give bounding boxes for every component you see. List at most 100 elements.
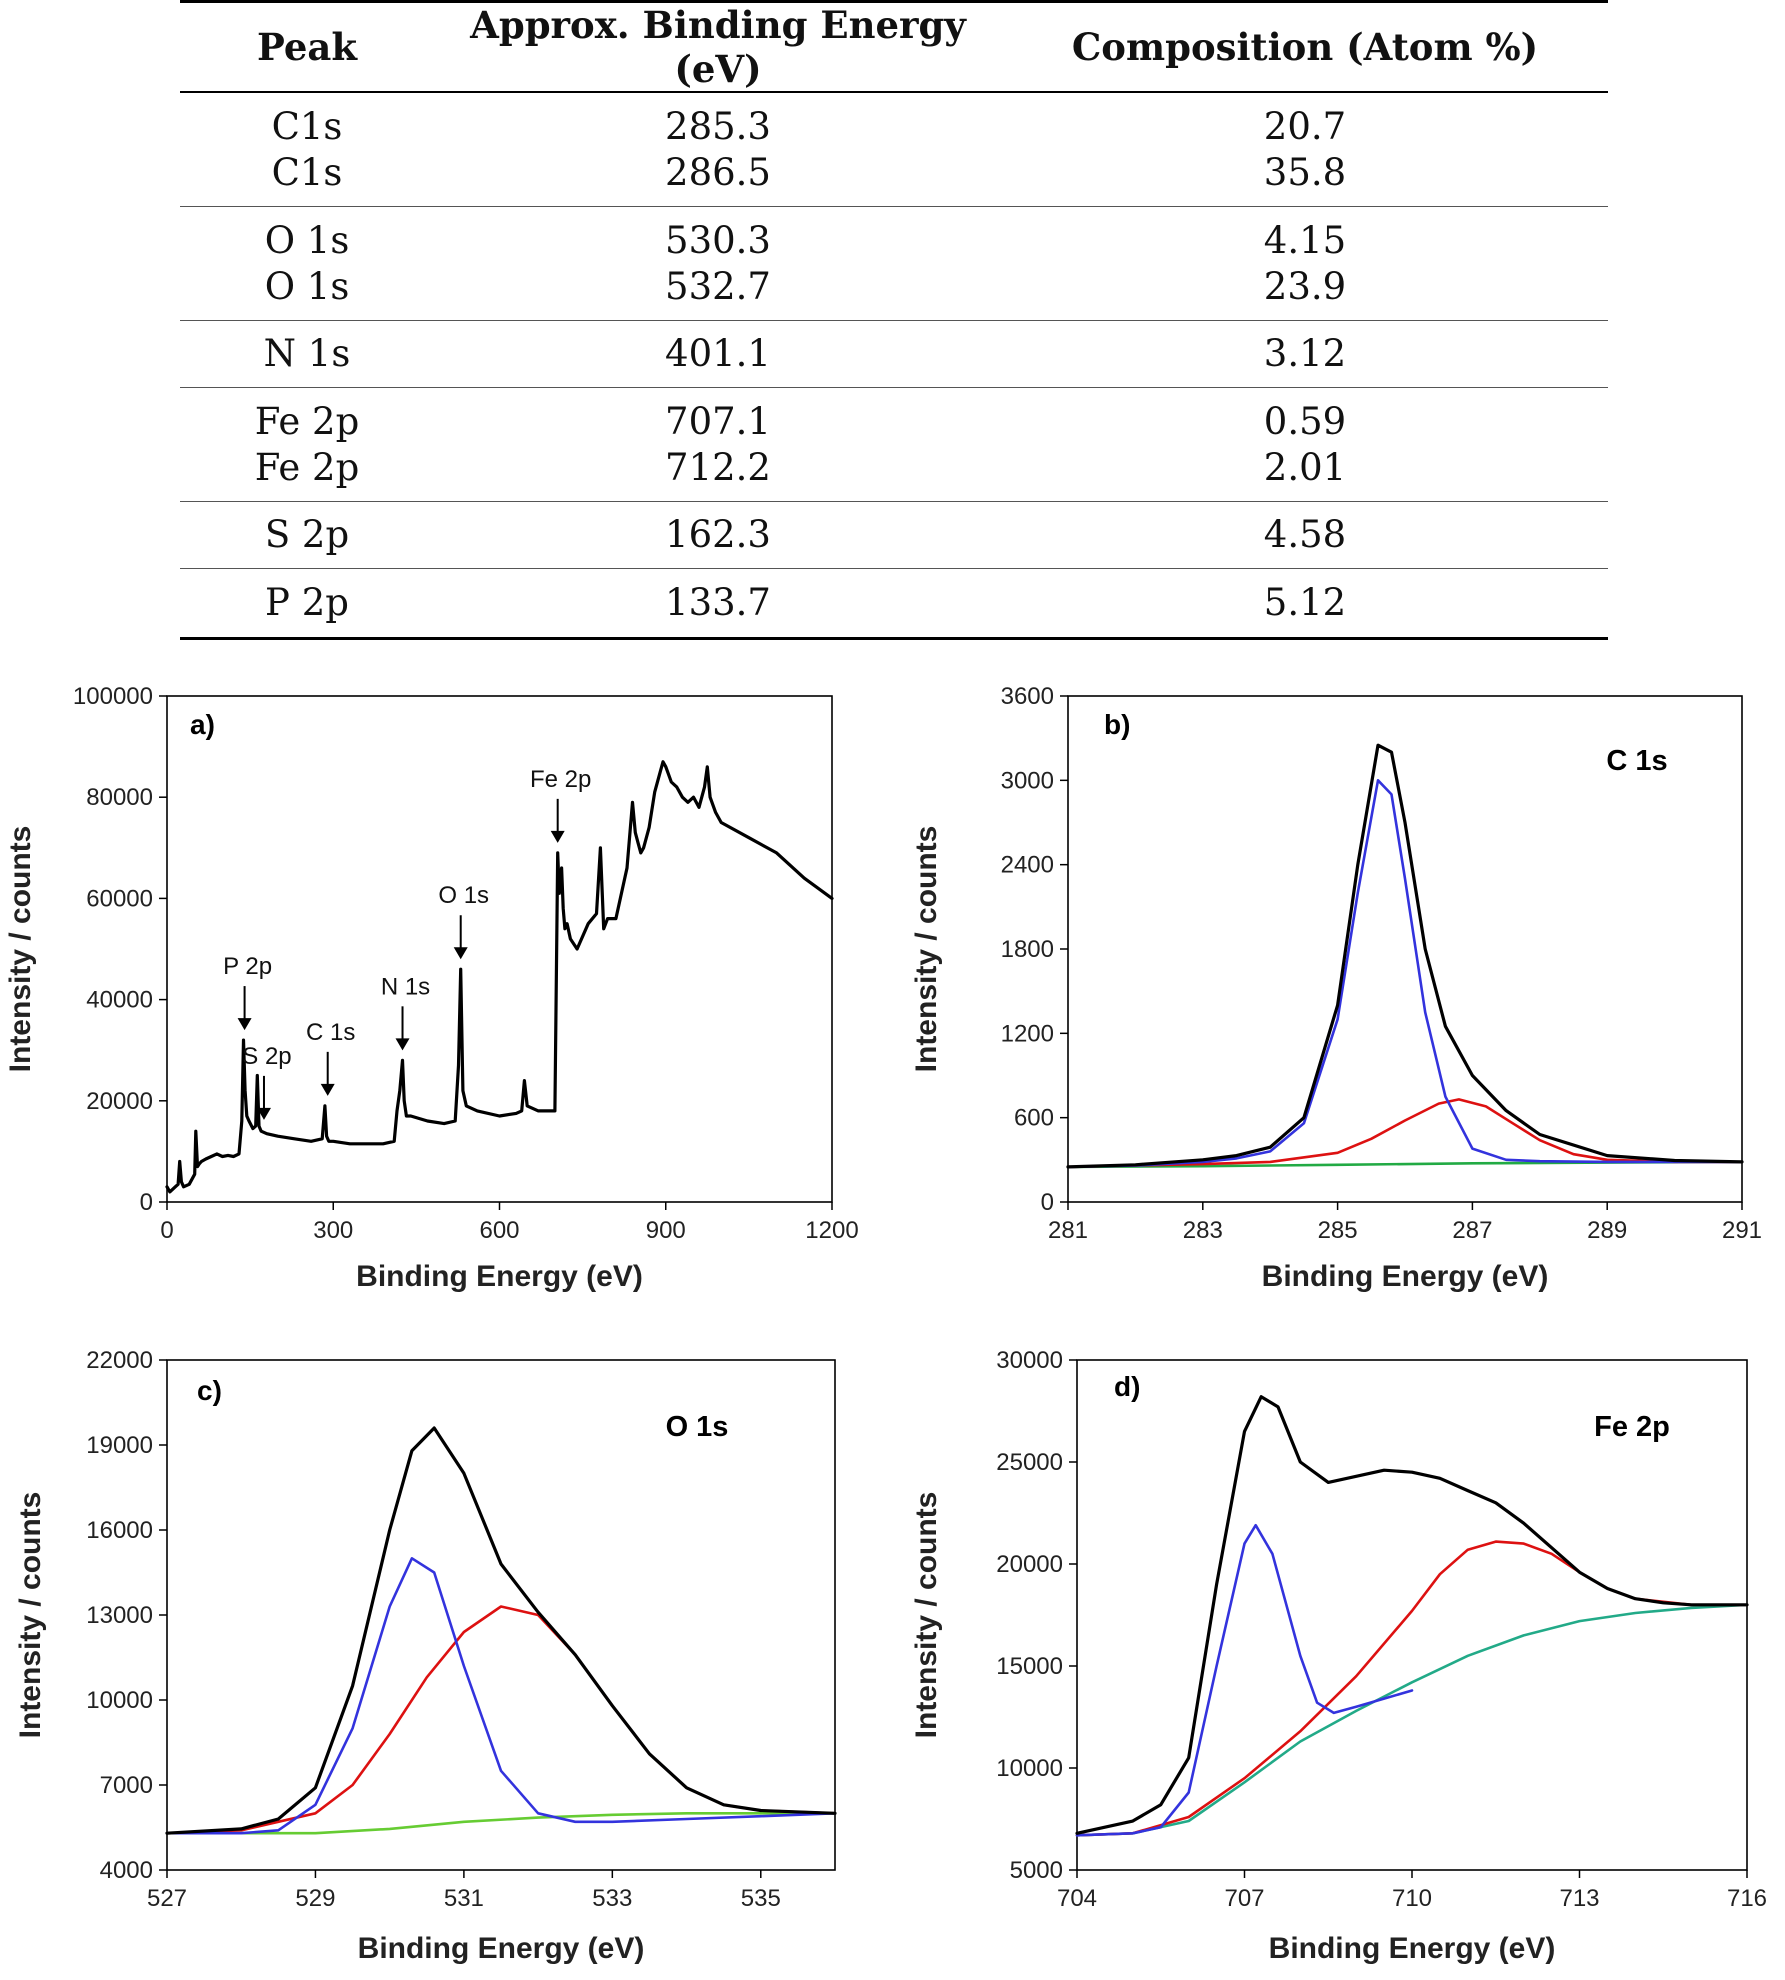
peak-name: Fe 2p — [254, 399, 360, 443]
o1s-spectrum-chart: 4000 7000 10000 13000 16000 19000 22000 527 529 5… — [14, 1347, 837, 1965]
table-row-group: C1s C1s 285.3 286.5 20.7 35.8 — [180, 92, 1608, 207]
y-tick-label: 13000 — [86, 1602, 153, 1629]
y-tick-label: 5000 — [1010, 1857, 1063, 1884]
plot-frame — [166, 1359, 836, 1871]
element-label: O 1s — [666, 1411, 729, 1443]
panel-label: a) — [190, 709, 215, 740]
x-tick-label: 1200 — [805, 1217, 858, 1244]
table-row-group: N 1s 401.1 3.12 — [180, 320, 1608, 388]
y-tick-label: 0 — [140, 1189, 153, 1216]
peak-annotation-label: S 2p — [242, 1043, 291, 1070]
x-tick-label: 291 — [1722, 1217, 1762, 1244]
element-label: C 1s — [1606, 745, 1667, 777]
series-line-envelope — [1066, 743, 1744, 1169]
binding-energy-value: 285.3 — [665, 104, 771, 148]
x-tick-label: 300 — [313, 1217, 353, 1244]
table-row-group: O 1s O 1s 530.3 532.7 4.15 23.9 — [180, 206, 1608, 321]
peak-name: Fe 2p — [254, 445, 360, 489]
x-axis-title: Binding Energy (eV) — [358, 1932, 645, 1965]
y-tick-label: 10000 — [996, 1755, 1063, 1782]
series-line-envelope — [1075, 1395, 1749, 1835]
y-axis-title: Intensity / counts — [910, 1492, 943, 1739]
y-tick-label: 1200 — [1001, 1020, 1054, 1047]
peak-arrow-head — [320, 1083, 335, 1096]
table-row-group: P 2p 133.7 5.12 — [180, 568, 1608, 640]
peak-annotation-label: C 1s — [306, 1019, 355, 1046]
peak-name: S 2p — [180, 501, 434, 569]
binding-energy-value: 133.7 — [434, 568, 1002, 640]
peak-arrow-head — [453, 947, 468, 960]
peak-arrow-head — [237, 1018, 252, 1031]
y-tick-label: 1800 — [1001, 936, 1054, 963]
y-tick-label: 100000 — [73, 683, 153, 710]
x-axis-title: Binding Energy (eV) — [1262, 1260, 1549, 1293]
composition-value: 5.12 — [1002, 568, 1608, 640]
survey-spectrum-chart: 0 20000 40000 60000 80000 100000 0 300 600 900 120… — [4, 683, 859, 1293]
y-tick-label: 40000 — [86, 987, 153, 1014]
y-tick-label: 0 — [1041, 1189, 1054, 1216]
peak-name: O 1s — [264, 264, 350, 308]
series-line-c1s-286-5-ev — [1066, 1098, 1744, 1169]
y-tick-label: 20000 — [86, 1088, 153, 1115]
binding-energy-value: 532.7 — [665, 264, 771, 308]
y-axis-title: Intensity / counts — [4, 826, 37, 1073]
x-tick-label: 713 — [1559, 1885, 1599, 1912]
peak-name: C1s — [271, 104, 343, 148]
composition-value: 0.59 — [1263, 399, 1347, 443]
y-tick-label: 15000 — [996, 1653, 1063, 1680]
composition-value: 20.7 — [1263, 104, 1347, 148]
y-tick-label: 10000 — [86, 1687, 153, 1714]
x-tick-label: 707 — [1224, 1885, 1264, 1912]
binding-energy-value: 162.3 — [434, 501, 1002, 569]
x-tick-label: 283 — [1183, 1217, 1223, 1244]
x-tick-label: 287 — [1452, 1217, 1492, 1244]
binding-energy-value: 707.1 — [665, 399, 771, 443]
table-cell: O 1s O 1s — [180, 206, 434, 321]
y-tick-label: 60000 — [86, 885, 153, 912]
series-line-background — [1075, 1603, 1749, 1837]
y-tick-label: 25000 — [996, 1449, 1063, 1476]
peak-name: P 2p — [180, 568, 434, 640]
peak-name: O 1s — [264, 218, 350, 262]
peak-arrow-head — [395, 1038, 410, 1051]
c1s-spectrum-chart: 0 600 1200 1800 2400 3000 3600 281 283 285 287 289 2… — [910, 683, 1762, 1293]
y-tick-label: 2400 — [1001, 852, 1054, 879]
x-tick-label: 533 — [592, 1885, 632, 1912]
composition-value: 4.58 — [1002, 501, 1608, 569]
peak-annotation-label: Fe 2p — [530, 766, 591, 793]
xps-peak-table: Peak Approx. Binding Energy (eV) Composi… — [180, 0, 1608, 640]
y-tick-label: 80000 — [86, 784, 153, 811]
x-axis-title: Binding Energy (eV) — [1269, 1932, 1556, 1965]
binding-energy-value: 401.1 — [434, 320, 1002, 388]
peak-annotation-label: O 1s — [438, 882, 489, 909]
x-tick-label: 600 — [479, 1217, 519, 1244]
y-tick-label: 30000 — [996, 1347, 1063, 1374]
x-axis-title: Binding Energy (eV) — [356, 1260, 643, 1293]
y-tick-label: 16000 — [86, 1517, 153, 1544]
y-tick-label: 22000 — [86, 1347, 153, 1374]
panel-label: b) — [1104, 709, 1130, 740]
table-cell: 4.15 23.9 — [1002, 206, 1608, 321]
x-tick-label: 289 — [1587, 1217, 1627, 1244]
table-cell: 285.3 286.5 — [434, 92, 1002, 207]
binding-energy-value: 286.5 — [665, 150, 771, 194]
panel-label: d) — [1114, 1371, 1140, 1402]
element-label: Fe 2p — [1594, 1411, 1670, 1443]
x-tick-label: 535 — [741, 1885, 781, 1912]
x-tick-label: 529 — [295, 1885, 335, 1912]
x-tick-label: 285 — [1318, 1217, 1358, 1244]
table-cell: 707.1 712.2 — [434, 387, 1002, 502]
series-line-fe2p-712-2-ev — [1075, 1540, 1749, 1837]
x-tick-label: 900 — [646, 1217, 686, 1244]
y-tick-label: 19000 — [86, 1432, 153, 1459]
y-tick-label: 7000 — [100, 1772, 153, 1799]
table-cell: Fe 2p Fe 2p — [180, 387, 434, 502]
composition-value: 4.15 — [1263, 218, 1347, 262]
x-tick-label: 531 — [444, 1885, 484, 1912]
peak-annotation-label: N 1s — [381, 973, 430, 1000]
series-line-o1s-530-3-ev — [165, 1557, 837, 1835]
composition-value: 2.01 — [1263, 445, 1347, 489]
table-row-group: S 2p 162.3 4.58 — [180, 501, 1608, 569]
peak-arrow-head — [256, 1107, 271, 1120]
series-line-c1s-285-3-ev — [1066, 779, 1744, 1169]
